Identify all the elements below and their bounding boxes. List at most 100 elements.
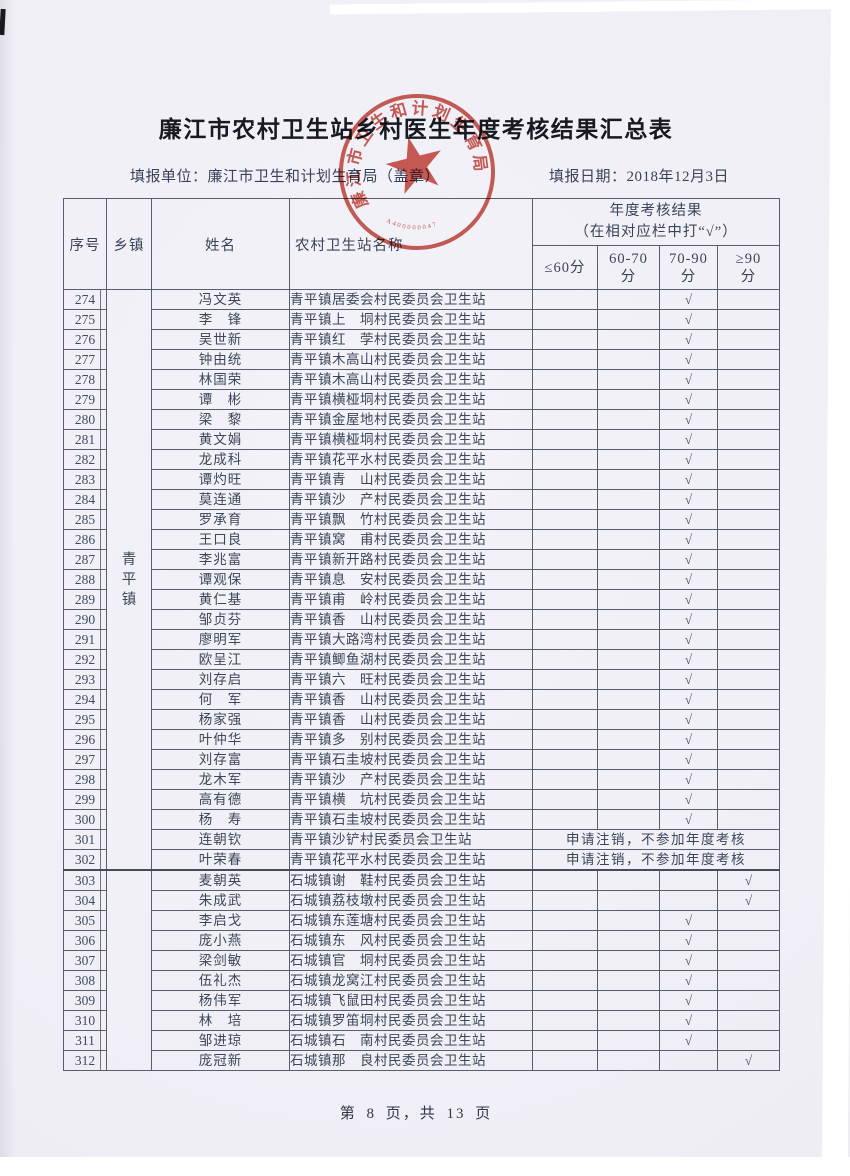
score-cell (717, 429, 780, 450)
score-cell (532, 529, 598, 550)
seq-cell: 277 (63, 349, 107, 370)
name-cell: 庞小燕 (151, 930, 290, 951)
score-cell: √ (659, 950, 718, 971)
seq-cell: 299 (63, 789, 107, 810)
station-cell: 石城镇谢 鞋村民委员会卫生站 (289, 869, 533, 891)
name-cell: 麦朝英 (151, 869, 290, 891)
table-row: 291 廖明军 青平镇大路湾村民委员会卫生站 √ (63, 629, 780, 650)
score-cell (717, 509, 780, 530)
score-cell (532, 469, 598, 490)
score-cell (532, 629, 598, 650)
score-cell (532, 689, 598, 710)
station-cell: 青平镇香 山村民委员会卫生站 (289, 689, 533, 710)
score-cell (717, 369, 780, 390)
score-cell (597, 509, 660, 530)
score-cell (717, 729, 780, 750)
table-row: 308 伍礼杰 石城镇龙窝江村民委员会卫生站 √ (63, 970, 780, 991)
table-row: 309 杨伟军 石城镇飞鼠田村民委员会卫生站 √ (63, 990, 780, 1011)
score-cell: √ (659, 629, 718, 650)
name-cell: 黄仁基 (151, 589, 290, 610)
name-cell: 杨家强 (151, 709, 290, 730)
seq-cell: 293 (63, 669, 107, 690)
score-cell (597, 769, 660, 790)
score-cell (532, 709, 598, 730)
score-cell (532, 930, 598, 951)
name-cell: 邹贞芬 (151, 609, 290, 630)
seq-cell: 288 (63, 569, 107, 590)
scan-edge-shadow (0, 0, 16, 1169)
name-cell: 吴世新 (151, 329, 290, 350)
score-cell (717, 549, 780, 570)
score-cell (532, 309, 598, 330)
station-cell: 青平镇花平水村民委员会卫生站 (289, 449, 533, 470)
score-cell (532, 1050, 598, 1071)
table-row: 300 杨 寿青平镇石圭坡村民委员会卫生站 √ (63, 809, 780, 830)
table-row: 307 梁剑敏 石城镇官 垌村民委员会卫生站 √ (63, 950, 780, 971)
score-cell: √ (659, 589, 718, 610)
score-cell (717, 449, 780, 470)
table-row: 279 谭 彬青平镇横桠垌村民委员会卫生站 √ (63, 389, 780, 410)
score-cell (532, 549, 598, 570)
score-cell (717, 789, 780, 810)
score-cell (717, 349, 780, 370)
score-cell (597, 1030, 660, 1051)
name-cell: 连朝钦 (151, 829, 290, 850)
table-row: 282 龙成科 青平镇花平水村民委员会卫生站 √ (63, 449, 780, 470)
station-cell: 青平镇居委会村民委员会卫生站 (289, 289, 533, 310)
score-cell: √ (659, 409, 718, 430)
score-cell: √ (659, 910, 718, 931)
score-cell (532, 950, 598, 971)
station-cell: 石城镇飞鼠田村民委员会卫生站 (289, 990, 533, 1011)
table-row: 301 连朝钦 青平镇沙铲村民委员会卫生站 申请注销，不参加年度考核 (63, 829, 780, 850)
name-cell: 龙木军 (151, 769, 290, 790)
score-cell (597, 689, 660, 710)
station-cell: 青平镇青 山村民委员会卫生站 (289, 469, 533, 490)
name-cell: 罗承育 (151, 509, 290, 530)
table-row: 304 朱成武 石城镇荔枝墩村民委员会卫生站 √ (63, 890, 780, 911)
header-score-le60: ≤60分 (532, 245, 598, 290)
score-cell (532, 429, 598, 450)
score-cell (532, 749, 598, 770)
score-cell: √ (659, 489, 718, 510)
station-cell: 青平镇六 旺村民委员会卫生站 (289, 669, 533, 690)
score-cell (597, 609, 660, 630)
score-cell: √ (659, 349, 718, 370)
score-cell (532, 990, 598, 1011)
table-row: 294 何 军青平镇香 山村民委员会卫生站 √ (63, 689, 780, 710)
station-cell: 石城镇石 南村民委员会卫生站 (289, 1030, 533, 1051)
table-row: 284 莫连通 青平镇沙 产村民委员会卫生站 √ (63, 489, 780, 510)
station-cell: 青平镇木高山村民委员会卫生站 (289, 369, 533, 390)
score-cell (532, 1010, 598, 1031)
station-cell: 青平镇息 安村民委员会卫生站 (289, 569, 533, 590)
table-row: 299 高有德 青平镇横 坑村民委员会卫生站 √ (63, 789, 780, 810)
reporting-date-label: 填报日期：2018年12月3日 (549, 169, 730, 185)
score-cell (597, 649, 660, 670)
table-row: 305 李启戈 石城镇东莲塘村民委员会卫生站 √ (63, 910, 780, 931)
score-cell (717, 1010, 780, 1031)
table-header: 序号 乡镇 姓名 农村卫生站名称 年度考核结果 （在相对应栏中打“√”） ≤60… (63, 198, 780, 290)
name-cell: 莫连通 (151, 489, 290, 510)
seq-cell: 280 (63, 409, 107, 430)
score-cell: √ (659, 930, 718, 951)
score-cell (532, 389, 598, 410)
name-cell: 何 军 (151, 689, 290, 710)
station-cell: 青平镇窝 甫村民委员会卫生站 (289, 529, 533, 550)
township-label: 青平镇 (121, 551, 137, 608)
page-number-footer: 第 8 页，共 13 页 (339, 1106, 493, 1122)
score-cell (597, 669, 660, 690)
name-cell: 钟由统 (151, 349, 290, 370)
table-row: 286 王口良 青平镇窝 甫村民委员会卫生站 √ (63, 529, 780, 550)
score-cell (597, 489, 660, 510)
seq-cell: 294 (63, 689, 107, 710)
score-cell (597, 309, 660, 330)
name-cell: 叶仲华 (151, 729, 290, 750)
name-cell: 邹进琼 (151, 1030, 290, 1051)
score-cell: √ (659, 369, 718, 390)
score-cell (597, 549, 660, 570)
table-row: 296 叶仲华 青平镇多 别村民委员会卫生站 √ (63, 729, 780, 750)
score-cell (532, 669, 598, 690)
score-cell (532, 589, 598, 610)
seq-cell: 295 (63, 709, 107, 730)
score-cell (717, 950, 780, 971)
score-cell: √ (659, 509, 718, 530)
